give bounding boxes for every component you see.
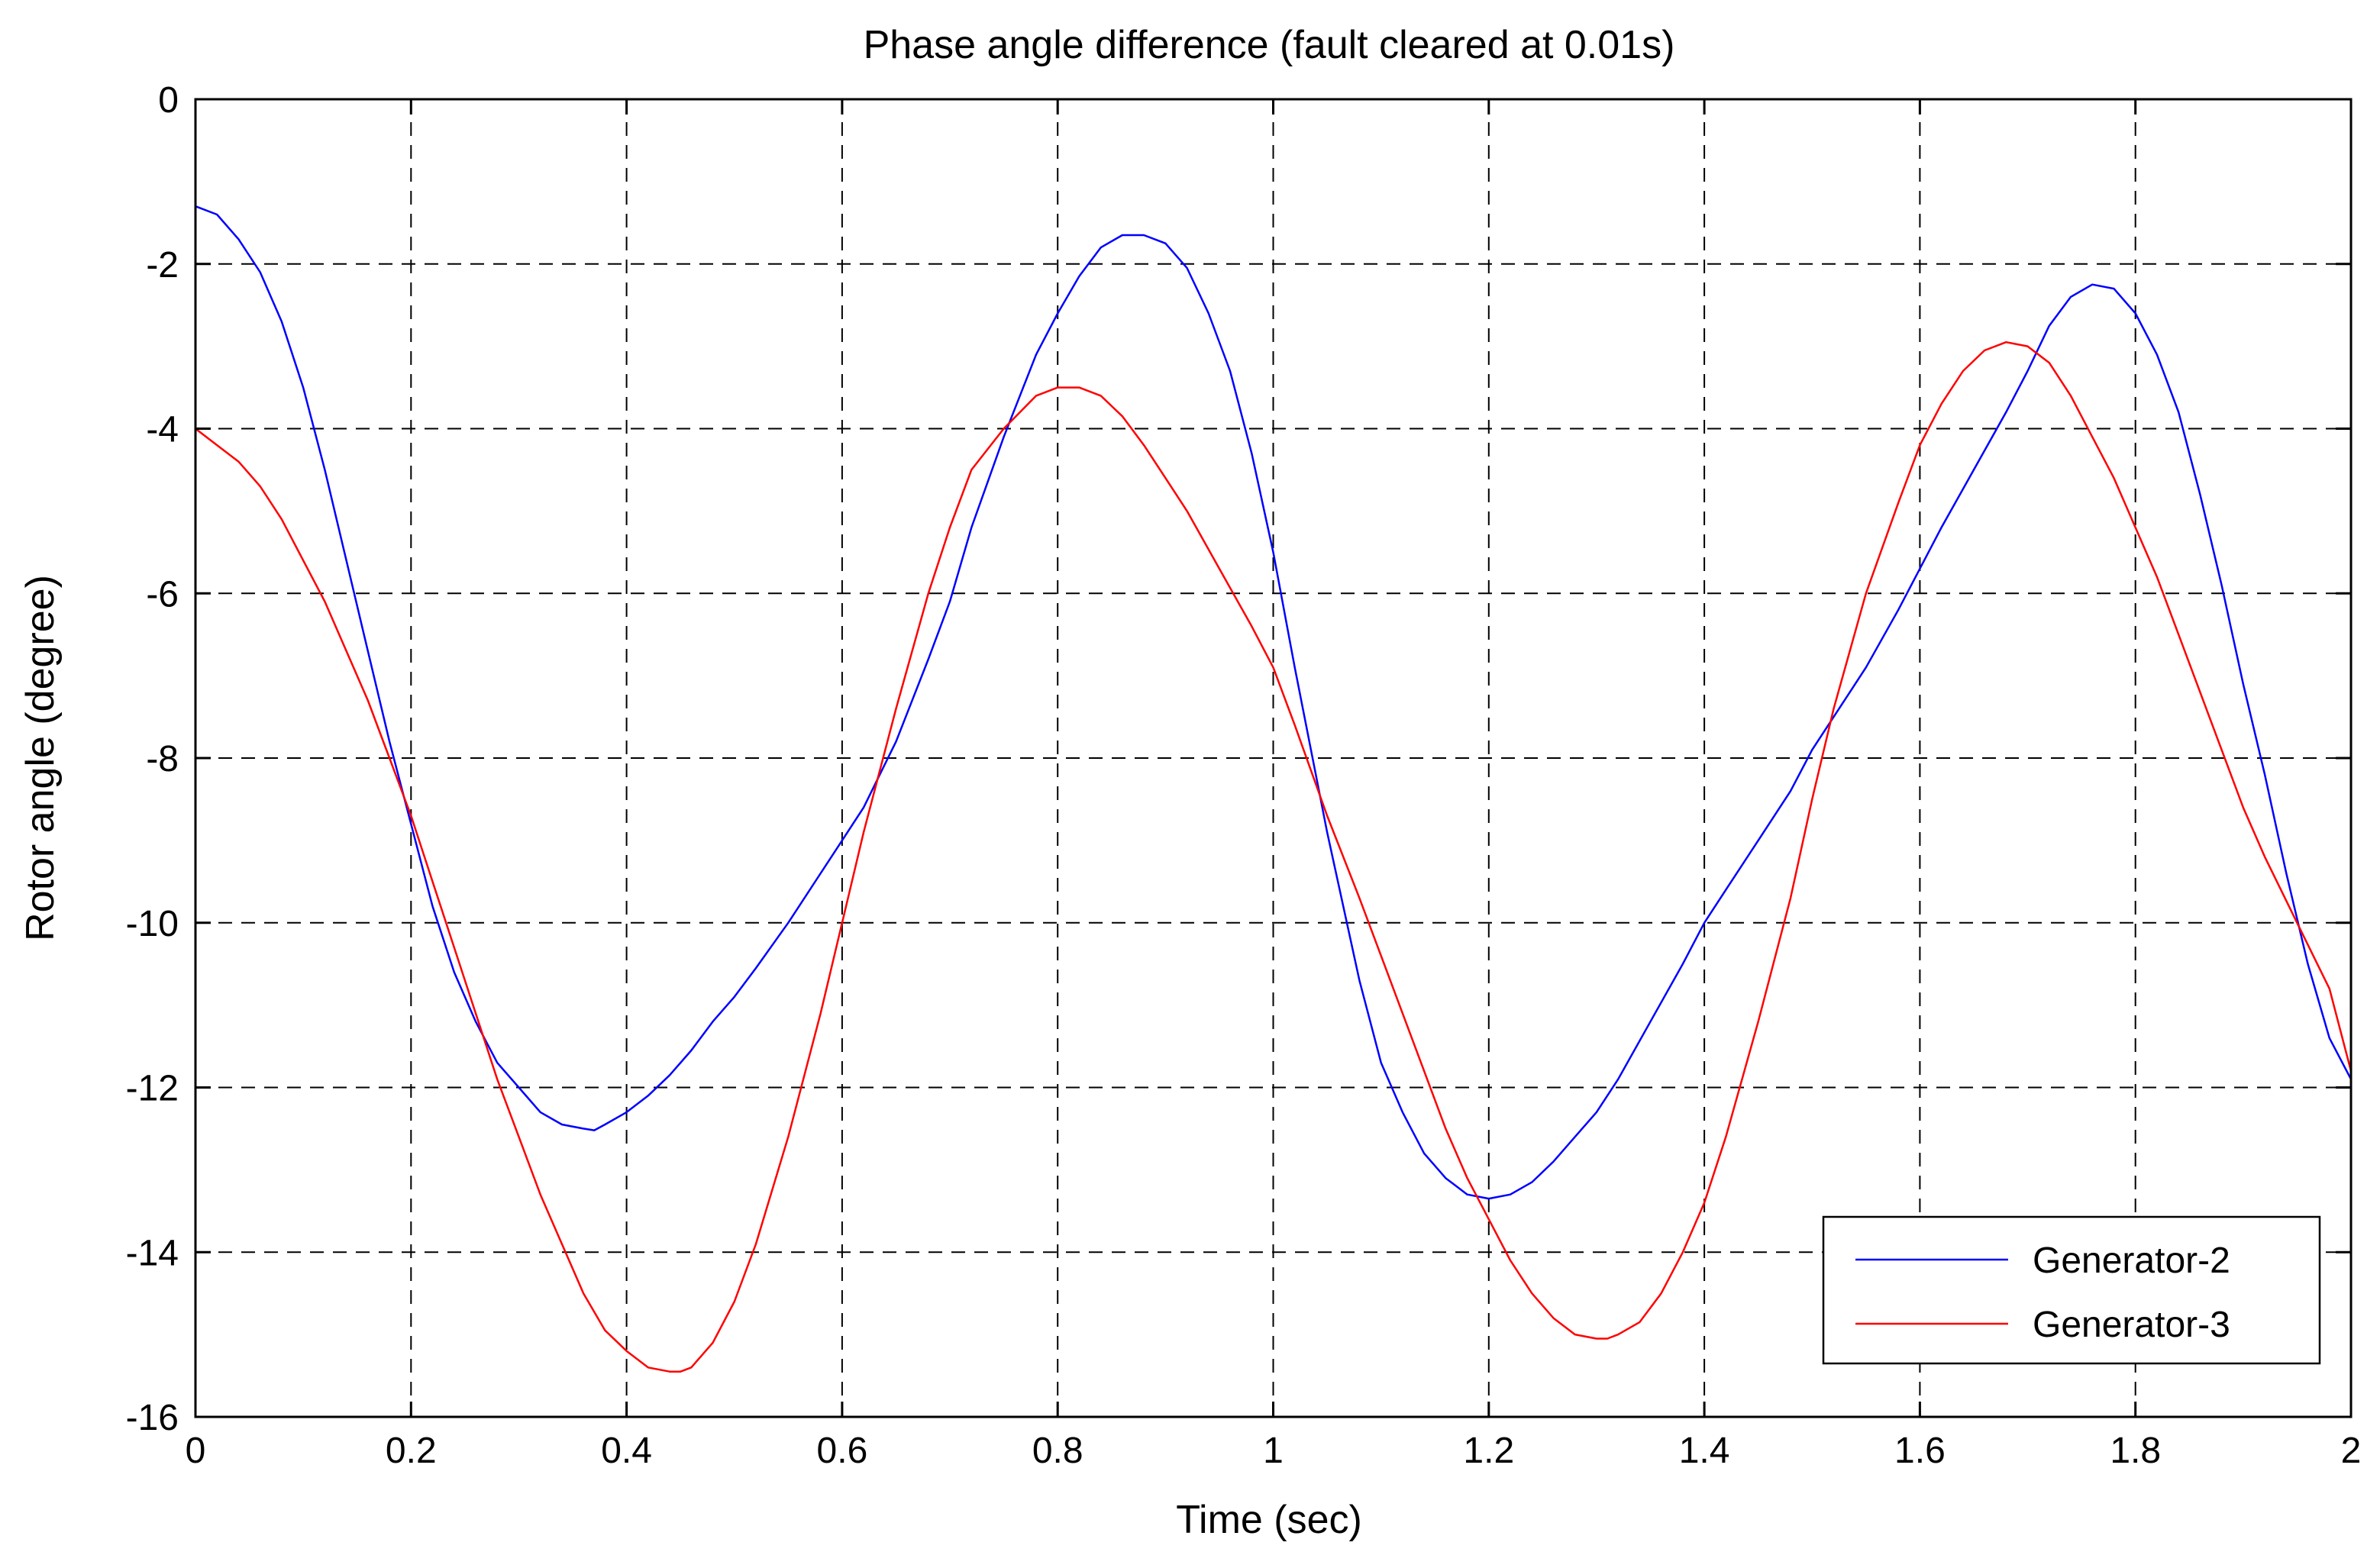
y-tick-label: -10 (126, 904, 179, 944)
y-tick-label: -12 (126, 1069, 179, 1109)
y-axis-label: Rotor angle (degree) (18, 575, 63, 941)
x-tick-label: 1.6 (1894, 1431, 1946, 1471)
x-tick-label: 0.2 (386, 1431, 437, 1471)
series-line-generator-3 (195, 340, 2353, 1373)
series-layer (195, 205, 2353, 1373)
y-tick-label: -2 (146, 245, 179, 286)
x-tick-label: 0 (186, 1431, 206, 1471)
series-line-generator-2 (195, 205, 2353, 1200)
x-tick-label: 1.8 (2110, 1431, 2161, 1471)
y-tick-label: -14 (126, 1233, 179, 1273)
y-tick-label: -16 (126, 1398, 179, 1438)
y-tick-label: -4 (146, 410, 179, 450)
x-tick-label: 2 (2341, 1431, 2362, 1471)
chart-title: Phase angle difference (fault cleared at… (864, 23, 1675, 67)
x-tick-label: 0.8 (1032, 1431, 1083, 1471)
legend-box (1822, 1215, 2321, 1365)
x-tick-label: 1.2 (1463, 1431, 1514, 1471)
legend: Generator-2 Generator-3 (1822, 1215, 2321, 1365)
y-tick-label: -8 (146, 739, 179, 779)
x-tick-label: 0.4 (601, 1431, 652, 1471)
x-tick-label: 1.4 (1679, 1431, 1730, 1471)
legend-label-generator-3: Generator-3 (2033, 1305, 2230, 1345)
x-axis-label: Time (sec) (1176, 1498, 1362, 1542)
y-tick-label: 0 (158, 80, 179, 121)
tick-layer: 0 0.2 0.4 0.6 0.8 1 1.2 1.4 1.6 1.8 2 0 -2 -4 -6 -8 -10 -… (126, 80, 2362, 1471)
x-tick-label: 1 (1263, 1431, 1284, 1471)
legend-label-generator-2: Generator-2 (2033, 1241, 2230, 1281)
y-tick-label: -6 (146, 574, 179, 615)
x-tick-label: 0.6 (817, 1431, 868, 1471)
